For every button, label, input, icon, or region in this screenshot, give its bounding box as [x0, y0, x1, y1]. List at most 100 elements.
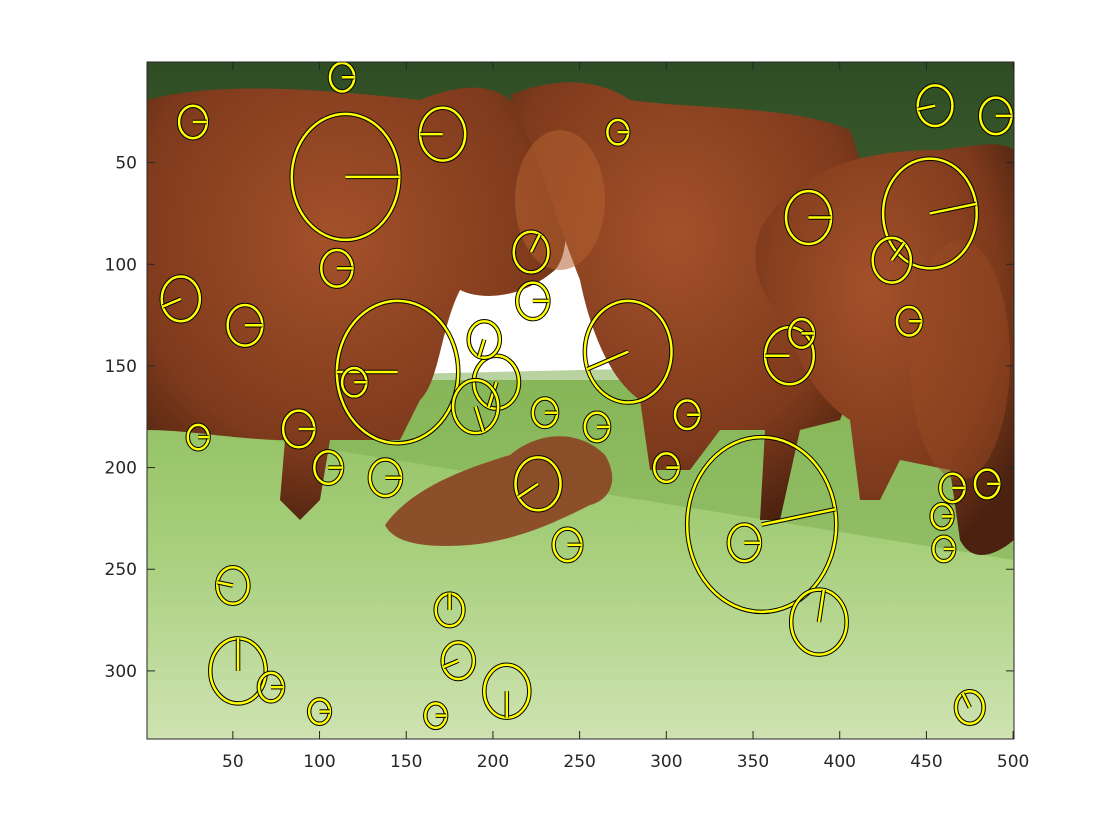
- feature-marker: [417, 105, 468, 163]
- x-tick-label: 350: [737, 752, 769, 772]
- feature-marker: [684, 434, 839, 615]
- feature-marker: [530, 396, 560, 430]
- feature-marker: [450, 377, 501, 436]
- feature-marker: [225, 302, 265, 348]
- feature-orientation: [917, 104, 936, 111]
- feature-orientation: [217, 581, 234, 587]
- cow-face-highlight-2: [910, 240, 1010, 480]
- feature-circle: [871, 236, 913, 284]
- feature-marker: [787, 316, 816, 350]
- feature-marker: [511, 229, 551, 275]
- feature-marker: [466, 318, 503, 361]
- feature-circle: [512, 230, 550, 274]
- x-tick-label: 500: [997, 752, 1029, 772]
- feature-circle: [160, 275, 202, 323]
- feature-orientation: [487, 381, 498, 408]
- feature-marker: [433, 591, 466, 629]
- feature-marker: [938, 471, 967, 505]
- feature-marker: [423, 701, 449, 731]
- feature-marker: [953, 688, 986, 727]
- y-tick-label: 250: [105, 560, 137, 580]
- feature-marker: [289, 111, 402, 243]
- x-tick-label: 300: [650, 752, 682, 772]
- x-tick-label: 450: [910, 752, 942, 772]
- x-tick-label: 150: [390, 752, 422, 772]
- feature-marker: [582, 298, 674, 405]
- feature-orientation: [890, 242, 906, 261]
- feature-marker: [208, 636, 269, 706]
- feature-orientation: [929, 202, 977, 215]
- feature-marker: [582, 410, 612, 444]
- feature-circle: [685, 435, 838, 614]
- feature-orientation: [443, 659, 459, 669]
- feature-orientation: [586, 350, 629, 371]
- feature-marker: [929, 501, 955, 531]
- feature-marker: [672, 398, 702, 432]
- feature-orientation: [961, 692, 971, 709]
- feature-circle: [789, 588, 848, 656]
- feature-marker: [651, 451, 681, 485]
- feature-orientation: [517, 482, 539, 499]
- feature-markers: [159, 62, 1014, 731]
- feature-marker: [605, 117, 631, 147]
- feature-marker: [915, 83, 955, 129]
- feature-marker: [972, 467, 1002, 501]
- feature-marker: [880, 156, 979, 271]
- feature-marker: [159, 274, 203, 324]
- feature-marker: [256, 670, 286, 704]
- feature-circle: [514, 456, 562, 512]
- y-tick-label: 50: [115, 154, 137, 174]
- feature-marker: [783, 188, 834, 247]
- feature-marker: [327, 62, 357, 94]
- feature-marker: [367, 457, 404, 499]
- feature-orientation: [477, 339, 486, 358]
- y-tick-label: 200: [105, 459, 137, 479]
- feature-marker: [482, 662, 532, 720]
- feature-marker: [176, 103, 210, 141]
- feature-circle: [424, 702, 448, 730]
- x-tick-label: 200: [477, 752, 509, 772]
- cow-face-highlight: [515, 130, 605, 270]
- feature-marker: [319, 247, 355, 289]
- feature-marker: [185, 422, 211, 452]
- x-tick-label: 250: [563, 752, 595, 772]
- feature-circle: [281, 409, 316, 449]
- feature-circle: [441, 641, 476, 681]
- feature-marker: [513, 455, 563, 513]
- x-tick-label: 100: [303, 752, 335, 772]
- feature-marker: [931, 534, 957, 564]
- feature-circle: [215, 565, 250, 606]
- feature-circle: [954, 689, 985, 726]
- feature-marker: [726, 522, 763, 564]
- feature-marker: [214, 564, 251, 607]
- feature-marker: [551, 526, 584, 564]
- feature-orientation: [474, 406, 485, 432]
- feature-marker: [280, 408, 317, 450]
- background-photo: [147, 62, 1014, 739]
- feature-orientation: [529, 233, 541, 253]
- y-tick-label: 150: [105, 357, 137, 377]
- feature-marker: [977, 95, 1014, 137]
- x-axis-ticks: 50 100 150 200 250 300 350 400 450 500: [222, 62, 1029, 772]
- y-tick-label: 300: [105, 662, 137, 682]
- y-axis-ticks: 50 100 150 200 250 300: [105, 154, 1014, 682]
- feature-orientation: [761, 508, 836, 526]
- feature-orientation: [162, 297, 182, 308]
- feature-circle: [916, 84, 954, 128]
- feature-circle: [467, 319, 502, 360]
- right-cow: [755, 144, 1014, 555]
- x-tick-label: 400: [824, 752, 856, 772]
- left-cow: [147, 87, 567, 520]
- feature-marker: [312, 449, 345, 487]
- feature-marker: [870, 235, 914, 285]
- feature-marker: [306, 697, 333, 727]
- feature-marker: [339, 365, 369, 399]
- feature-circle: [451, 378, 500, 435]
- feature-marker: [788, 587, 849, 657]
- y-tick-label: 100: [105, 255, 137, 275]
- feature-circle: [881, 157, 978, 270]
- feature-marker: [514, 280, 551, 322]
- feature-circle: [177, 104, 209, 140]
- feature-marker: [894, 304, 924, 338]
